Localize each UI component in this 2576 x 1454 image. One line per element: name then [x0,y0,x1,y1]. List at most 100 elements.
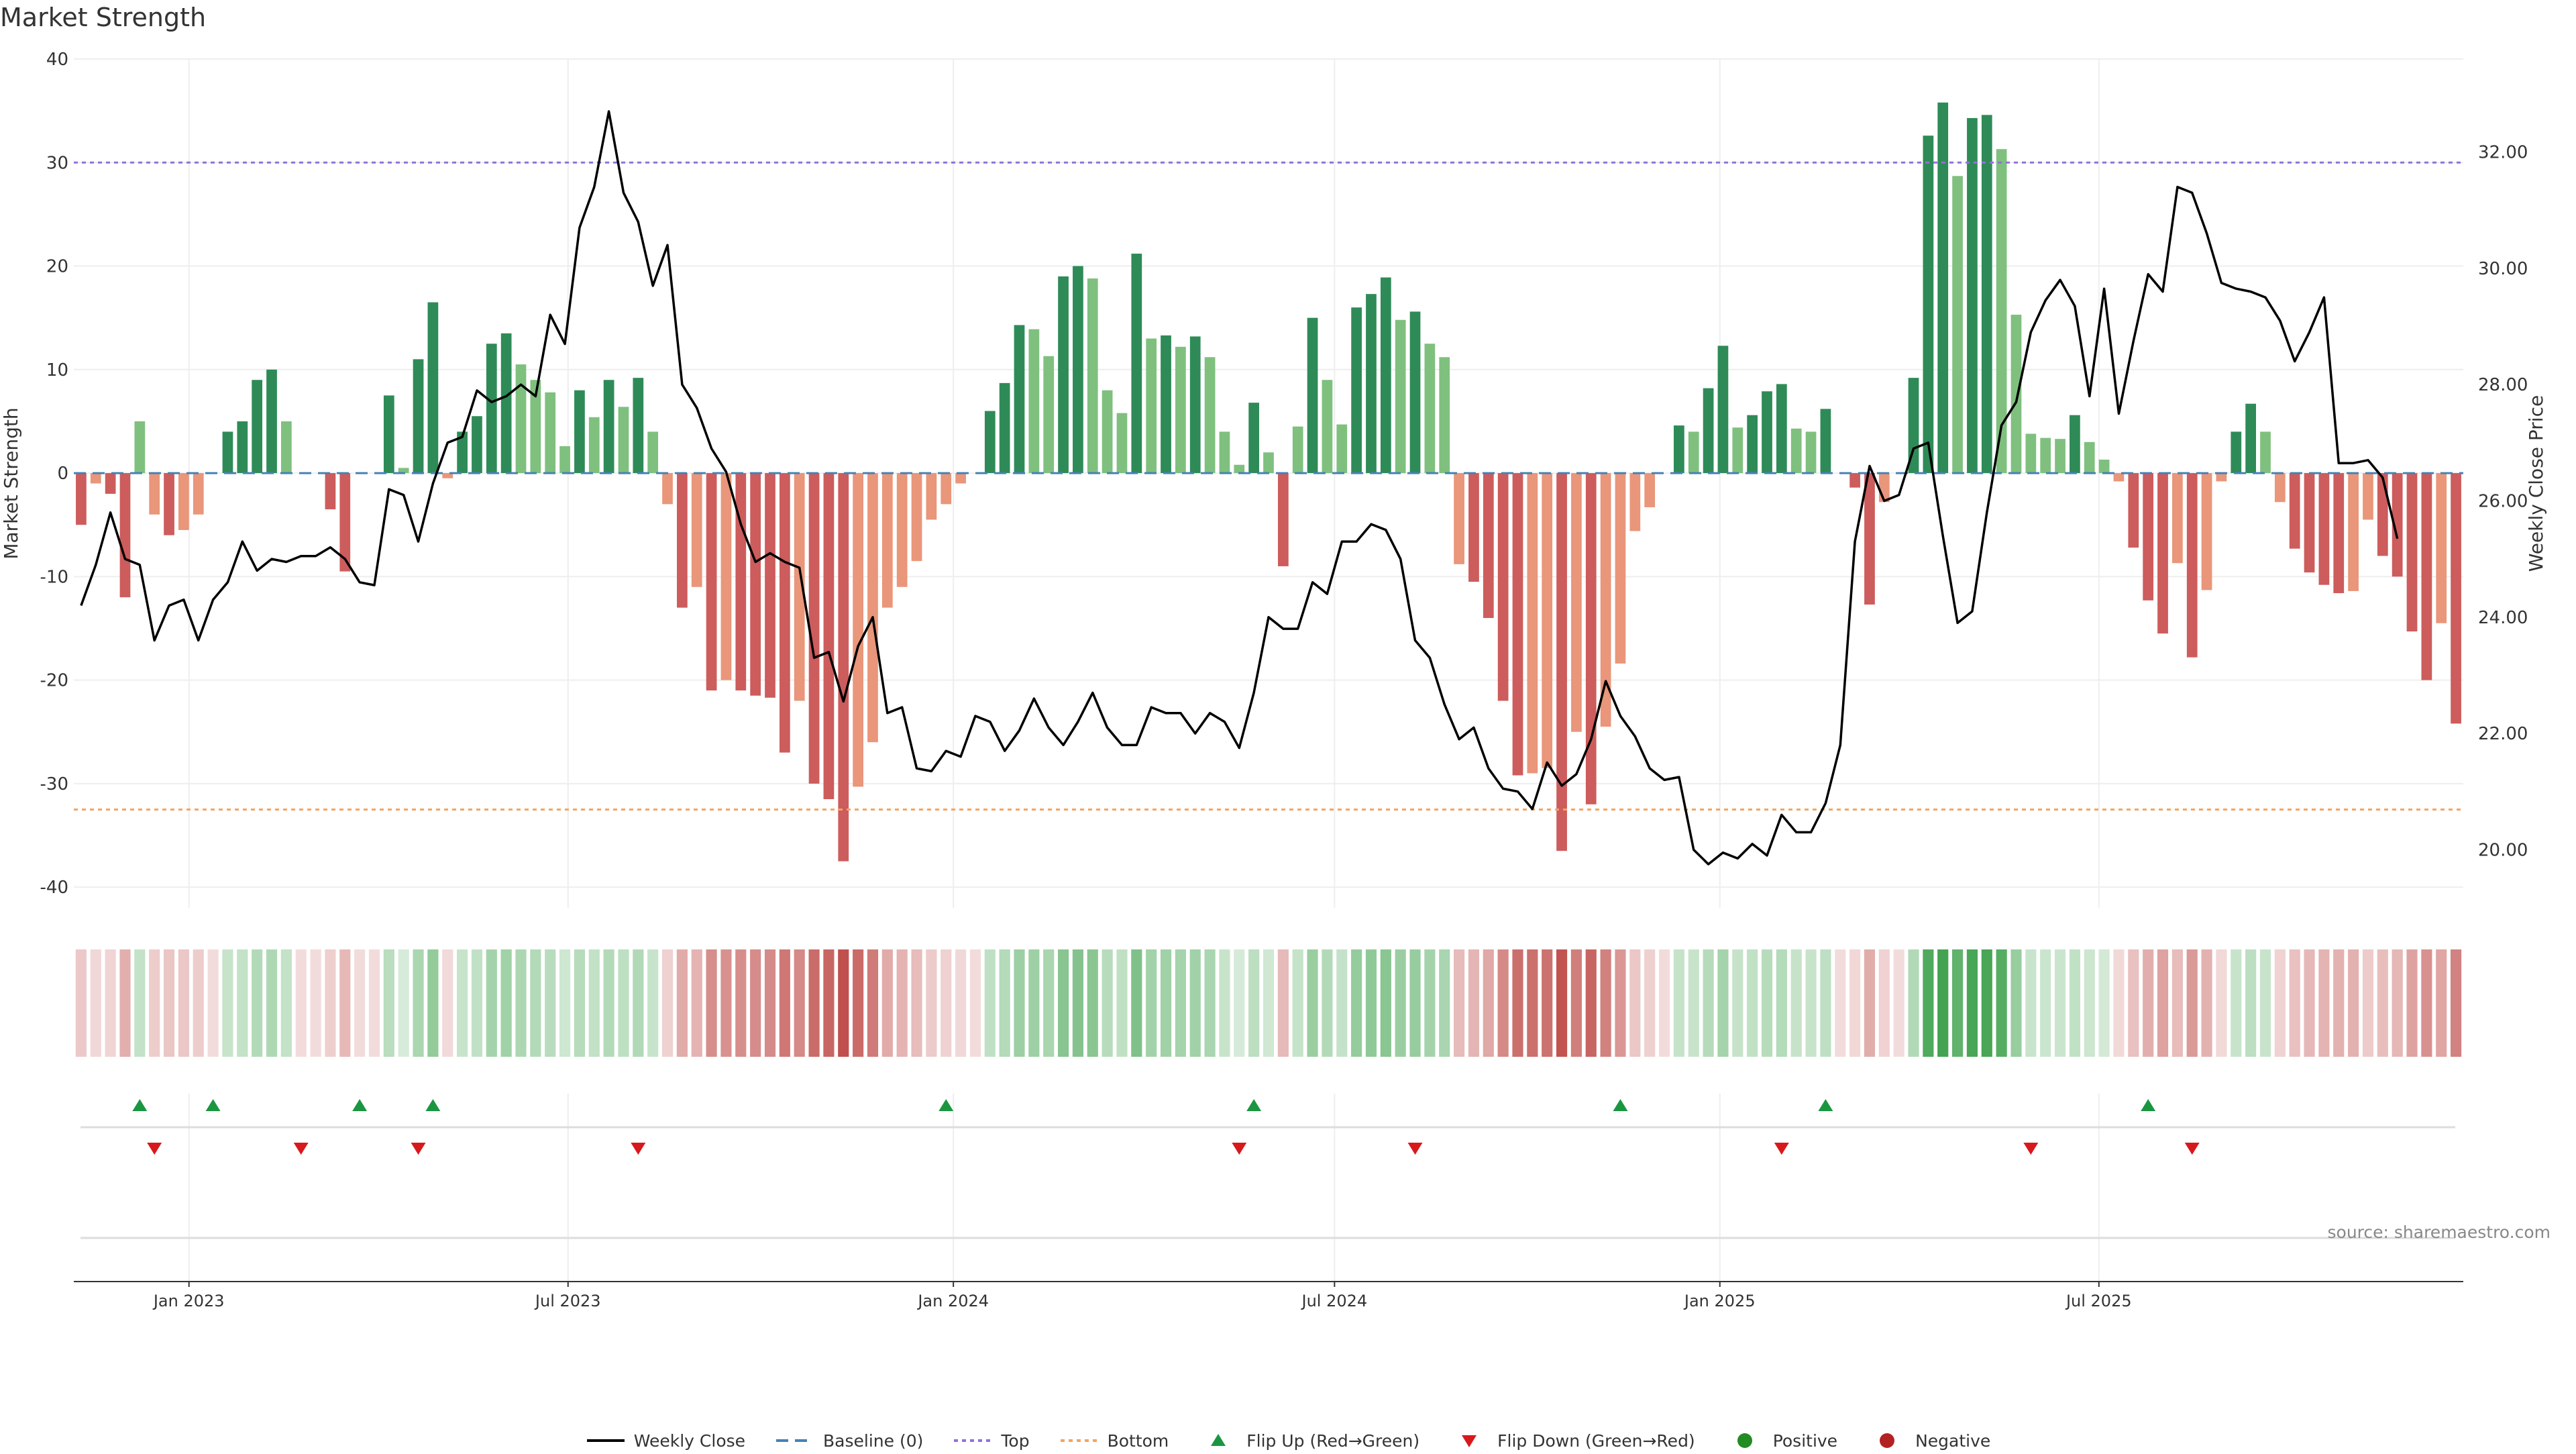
strength-bar [325,473,336,510]
heat-cell [1028,949,1040,1057]
heat-cell [691,949,702,1057]
heat-cell [1658,949,1670,1057]
legend-label: Weekly Close [633,1431,746,1451]
flip-up-marker [1818,1099,1833,1111]
heat-cell [999,949,1010,1057]
legend-symbol-weekly-close [586,1431,626,1450]
heat-cell [1732,949,1743,1057]
heat-cell [2362,949,2374,1057]
heat-cell [295,949,307,1057]
chart-legend: Weekly Close Baseline (0) Top Bottom Flip Up… [0,1427,2576,1454]
heat-cell [1893,949,1904,1057]
heat-cell [2128,949,2139,1057]
heat-cell [618,949,629,1057]
strength-bar [779,473,790,753]
y2-tick-label: 26.00 [2478,491,2528,511]
heat-cell [838,949,849,1057]
strength-bar [545,392,556,474]
y2-tick-label: 30.00 [2478,259,2528,279]
heat-cell [1951,949,1964,1057]
legend-item-bottom: Bottom [1059,1431,1169,1451]
flip-down-marker [1774,1143,1789,1155]
strength-bar [765,473,775,698]
strength-bar [941,473,952,505]
heat-cell [1805,949,1817,1057]
legend-label: Flip Down (Green→Red) [1497,1431,1695,1451]
heat-cell [1057,949,1069,1057]
heat-cell [1790,949,1802,1057]
strength-bar [2436,473,2447,623]
heat-cell [661,949,674,1057]
heat-cell [633,949,644,1057]
strength-bar [1805,431,1817,474]
strength-bar [222,431,233,474]
flip-down-marker [147,1143,162,1155]
heat-cell [750,949,761,1057]
strength-bar [1849,473,1860,488]
heat-cell [911,949,922,1057]
strength-bar [853,473,863,787]
x-tick-label: Jul 2024 [1301,1292,1368,1310]
heat-cell [413,949,424,1057]
strength-bar [926,473,937,520]
strength-bar [1043,356,1055,474]
strength-bar [1263,452,1274,474]
strength-bar [1087,278,1098,474]
heat-cell [588,949,600,1057]
strength-bar [1409,311,1421,474]
heat-cell [1556,949,1568,1057]
strength-bar [2186,473,2198,658]
strength-bar [603,380,614,474]
strength-bar [76,473,87,525]
heat-cell [2289,949,2300,1057]
strength-bar [457,431,468,474]
y-axis-title: Market Strength [0,407,22,559]
strength-bar [178,473,189,530]
flip-up-marker [352,1099,368,1111]
heat-cell [1424,949,1436,1057]
strength-bar [2010,315,2022,474]
heat-cell [676,949,688,1057]
strength-bar [2392,473,2403,577]
strength-bar [2348,473,2359,591]
heat-cell [969,949,981,1057]
heat-cell [1585,949,1597,1057]
heat-cell [603,949,614,1057]
y-tick-label: -40 [40,878,68,898]
strength-bar [2157,473,2168,634]
heat-cell [2157,949,2169,1057]
heat-cell [2421,949,2432,1057]
strength-bar [2084,442,2095,474]
y-axis-left: 40 30 20 10 0 -10 -20 -30 -40 Market Strength [0,50,68,898]
heat-cell [1087,949,1098,1057]
heat-cell [193,949,204,1057]
strength-bar [1483,473,1494,619]
strength-bar [1967,117,1978,474]
strength-bar [500,333,512,474]
flip-down-marker [1232,1143,1247,1155]
heat-cell [1966,949,1978,1057]
strength-bar [149,473,160,515]
strength-bar [1248,403,1260,474]
strength-bar [1175,346,1186,474]
strength-bar [442,473,453,478]
heat-cell [1542,949,1553,1057]
heat-cell [2010,949,2022,1057]
strength-bar [1336,424,1348,474]
strength-bar [1102,390,1113,474]
strength-bar [1703,388,1714,474]
strength-bar [486,344,497,474]
heat-cell [119,949,131,1057]
heat-cell [1923,949,1934,1057]
heat-cell [2318,949,2330,1057]
heat-cell [1380,949,1391,1057]
heat-cell [383,949,394,1057]
heat-cell [2377,949,2388,1057]
strength-bar [955,473,966,484]
heat-cell [1454,949,1465,1057]
strength-bar [1161,335,1171,474]
strength-bar [1864,473,1875,605]
legend-symbol-baseline [775,1431,815,1450]
strength-bar [1439,357,1450,474]
flip-up-marker [132,1099,148,1111]
